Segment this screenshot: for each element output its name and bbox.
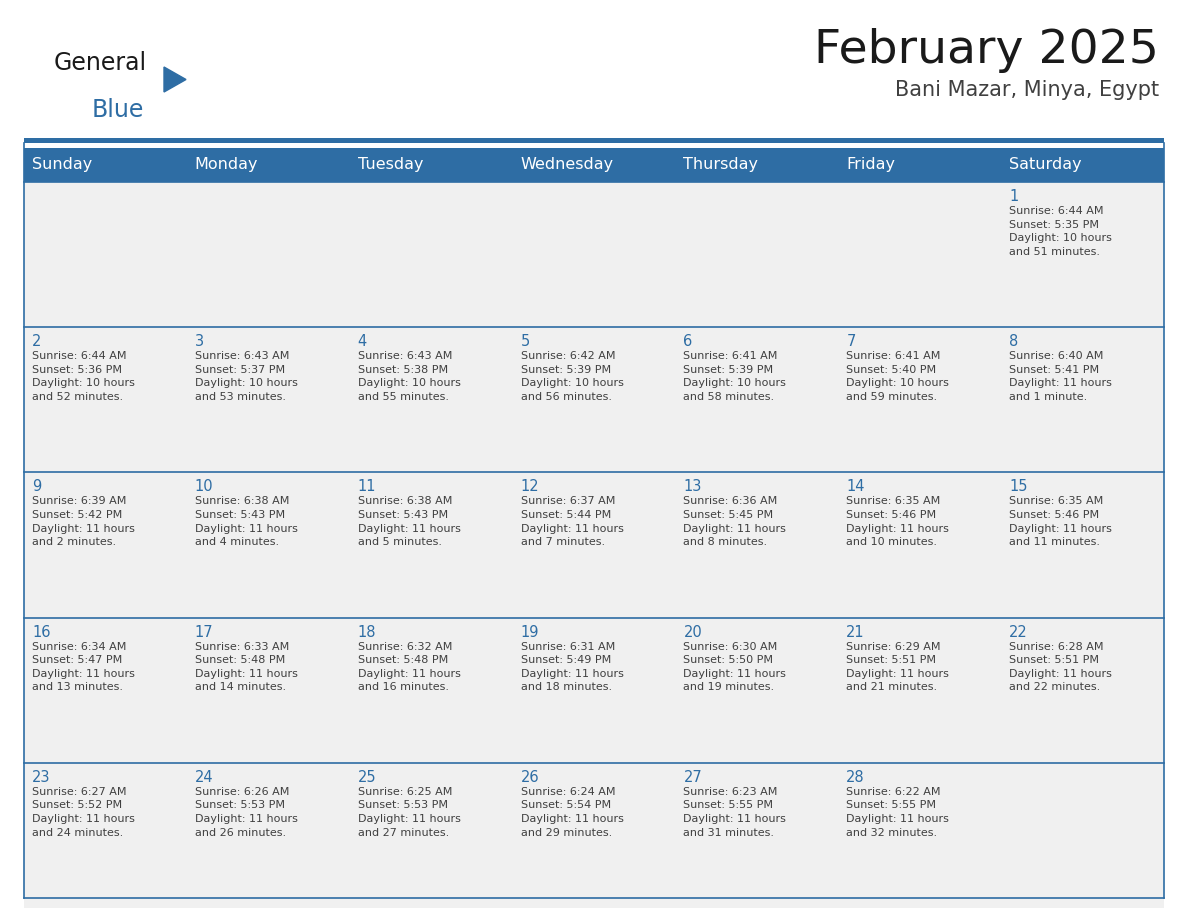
Text: Sunrise: 6:35 AM
Sunset: 5:46 PM
Daylight: 11 hours
and 10 minutes.: Sunrise: 6:35 AM Sunset: 5:46 PM Dayligh… [846, 497, 949, 547]
Text: Sunrise: 6:44 AM
Sunset: 5:36 PM
Daylight: 10 hours
and 52 minutes.: Sunrise: 6:44 AM Sunset: 5:36 PM Dayligh… [32, 352, 135, 402]
Polygon shape [164, 67, 187, 92]
Text: 21: 21 [846, 624, 865, 640]
Bar [349, 148, 512, 182]
Text: 5: 5 [520, 334, 530, 349]
Text: Sunrise: 6:22 AM
Sunset: 5:55 PM
Daylight: 11 hours
and 32 minutes.: Sunrise: 6:22 AM Sunset: 5:55 PM Dayligh… [846, 787, 949, 837]
Text: Sunrise: 6:30 AM
Sunset: 5:50 PM
Daylight: 11 hours
and 19 minutes.: Sunrise: 6:30 AM Sunset: 5:50 PM Dayligh… [683, 642, 786, 692]
Text: 13: 13 [683, 479, 702, 495]
Text: Sunrise: 6:38 AM
Sunset: 5:43 PM
Daylight: 11 hours
and 5 minutes.: Sunrise: 6:38 AM Sunset: 5:43 PM Dayligh… [358, 497, 461, 547]
Text: Sunrise: 6:26 AM
Sunset: 5:53 PM
Daylight: 11 hours
and 26 minutes.: Sunrise: 6:26 AM Sunset: 5:53 PM Dayligh… [195, 787, 298, 837]
Bar [24, 182, 1164, 327]
Text: Sunrise: 6:27 AM
Sunset: 5:52 PM
Daylight: 11 hours
and 24 minutes.: Sunrise: 6:27 AM Sunset: 5:52 PM Dayligh… [32, 787, 135, 837]
Text: Sunrise: 6:25 AM
Sunset: 5:53 PM
Daylight: 11 hours
and 27 minutes.: Sunrise: 6:25 AM Sunset: 5:53 PM Dayligh… [358, 787, 461, 837]
Text: 17: 17 [195, 624, 214, 640]
Text: 19: 19 [520, 624, 539, 640]
Text: Sunrise: 6:33 AM
Sunset: 5:48 PM
Daylight: 11 hours
and 14 minutes.: Sunrise: 6:33 AM Sunset: 5:48 PM Dayligh… [195, 642, 298, 692]
Text: 3: 3 [195, 334, 204, 349]
Text: Sunrise: 6:31 AM
Sunset: 5:49 PM
Daylight: 11 hours
and 18 minutes.: Sunrise: 6:31 AM Sunset: 5:49 PM Dayligh… [520, 642, 624, 692]
Bar [24, 618, 1164, 763]
Text: Sunrise: 6:43 AM
Sunset: 5:37 PM
Daylight: 10 hours
and 53 minutes.: Sunrise: 6:43 AM Sunset: 5:37 PM Dayligh… [195, 352, 298, 402]
Text: 12: 12 [520, 479, 539, 495]
Text: Tuesday: Tuesday [358, 158, 423, 173]
Text: Sunrise: 6:28 AM
Sunset: 5:51 PM
Daylight: 11 hours
and 22 minutes.: Sunrise: 6:28 AM Sunset: 5:51 PM Dayligh… [1009, 642, 1112, 692]
Text: Sunrise: 6:41 AM
Sunset: 5:40 PM
Daylight: 10 hours
and 59 minutes.: Sunrise: 6:41 AM Sunset: 5:40 PM Dayligh… [846, 352, 949, 402]
Text: 7: 7 [846, 334, 855, 349]
Text: Sunrise: 6:40 AM
Sunset: 5:41 PM
Daylight: 11 hours
and 1 minute.: Sunrise: 6:40 AM Sunset: 5:41 PM Dayligh… [1009, 352, 1112, 402]
Text: Sunrise: 6:43 AM
Sunset: 5:38 PM
Daylight: 10 hours
and 55 minutes.: Sunrise: 6:43 AM Sunset: 5:38 PM Dayligh… [358, 352, 461, 402]
Text: General: General [53, 51, 147, 75]
Text: Monday: Monday [195, 158, 258, 173]
Text: 16: 16 [32, 624, 51, 640]
Bar [24, 763, 1164, 908]
Text: Sunrise: 6:23 AM
Sunset: 5:55 PM
Daylight: 11 hours
and 31 minutes.: Sunrise: 6:23 AM Sunset: 5:55 PM Dayligh… [683, 787, 786, 837]
Text: Saturday: Saturday [1009, 158, 1082, 173]
Text: 26: 26 [520, 770, 539, 785]
Text: Sunday: Sunday [32, 158, 93, 173]
Bar [24, 327, 1164, 473]
Text: Sunrise: 6:37 AM
Sunset: 5:44 PM
Daylight: 11 hours
and 7 minutes.: Sunrise: 6:37 AM Sunset: 5:44 PM Dayligh… [520, 497, 624, 547]
Text: Sunrise: 6:41 AM
Sunset: 5:39 PM
Daylight: 10 hours
and 58 minutes.: Sunrise: 6:41 AM Sunset: 5:39 PM Dayligh… [683, 352, 786, 402]
Text: Sunrise: 6:35 AM
Sunset: 5:46 PM
Daylight: 11 hours
and 11 minutes.: Sunrise: 6:35 AM Sunset: 5:46 PM Dayligh… [1009, 497, 1112, 547]
Text: February 2025: February 2025 [814, 28, 1159, 73]
Text: Sunrise: 6:44 AM
Sunset: 5:35 PM
Daylight: 10 hours
and 51 minutes.: Sunrise: 6:44 AM Sunset: 5:35 PM Dayligh… [1009, 206, 1112, 257]
Text: 23: 23 [32, 770, 51, 785]
Text: Blue: Blue [91, 98, 145, 122]
Text: 2: 2 [32, 334, 42, 349]
Text: 20: 20 [683, 624, 702, 640]
Text: Thursday: Thursday [683, 158, 758, 173]
Text: 27: 27 [683, 770, 702, 785]
Text: 11: 11 [358, 479, 377, 495]
Text: Sunrise: 6:42 AM
Sunset: 5:39 PM
Daylight: 10 hours
and 56 minutes.: Sunrise: 6:42 AM Sunset: 5:39 PM Dayligh… [520, 352, 624, 402]
Bar [187, 148, 349, 182]
Bar [839, 148, 1001, 182]
Text: Sunrise: 6:34 AM
Sunset: 5:47 PM
Daylight: 11 hours
and 13 minutes.: Sunrise: 6:34 AM Sunset: 5:47 PM Dayligh… [32, 642, 135, 692]
Text: 24: 24 [195, 770, 214, 785]
Text: Bani Mazar, Minya, Egypt: Bani Mazar, Minya, Egypt [895, 80, 1159, 100]
Text: 10: 10 [195, 479, 214, 495]
Text: Sunrise: 6:24 AM
Sunset: 5:54 PM
Daylight: 11 hours
and 29 minutes.: Sunrise: 6:24 AM Sunset: 5:54 PM Dayligh… [520, 787, 624, 837]
Text: Sunrise: 6:36 AM
Sunset: 5:45 PM
Daylight: 11 hours
and 8 minutes.: Sunrise: 6:36 AM Sunset: 5:45 PM Dayligh… [683, 497, 786, 547]
Text: 15: 15 [1009, 479, 1028, 495]
Bar [24, 473, 1164, 618]
Text: 18: 18 [358, 624, 377, 640]
Text: Sunrise: 6:32 AM
Sunset: 5:48 PM
Daylight: 11 hours
and 16 minutes.: Sunrise: 6:32 AM Sunset: 5:48 PM Dayligh… [358, 642, 461, 692]
Text: 6: 6 [683, 334, 693, 349]
Bar [1001, 148, 1164, 182]
Text: 28: 28 [846, 770, 865, 785]
Text: 8: 8 [1009, 334, 1018, 349]
Text: 22: 22 [1009, 624, 1028, 640]
Bar [24, 138, 1164, 143]
Bar [24, 148, 187, 182]
Text: 14: 14 [846, 479, 865, 495]
Text: 1: 1 [1009, 189, 1018, 204]
Text: 9: 9 [32, 479, 42, 495]
Text: Sunrise: 6:29 AM
Sunset: 5:51 PM
Daylight: 11 hours
and 21 minutes.: Sunrise: 6:29 AM Sunset: 5:51 PM Dayligh… [846, 642, 949, 692]
Text: 25: 25 [358, 770, 377, 785]
Text: Wednesday: Wednesday [520, 158, 614, 173]
Text: Sunrise: 6:39 AM
Sunset: 5:42 PM
Daylight: 11 hours
and 2 minutes.: Sunrise: 6:39 AM Sunset: 5:42 PM Dayligh… [32, 497, 135, 547]
Text: Friday: Friday [846, 158, 896, 173]
Text: 4: 4 [358, 334, 367, 349]
Text: Sunrise: 6:38 AM
Sunset: 5:43 PM
Daylight: 11 hours
and 4 minutes.: Sunrise: 6:38 AM Sunset: 5:43 PM Dayligh… [195, 497, 298, 547]
Bar [512, 148, 676, 182]
Bar [676, 148, 839, 182]
